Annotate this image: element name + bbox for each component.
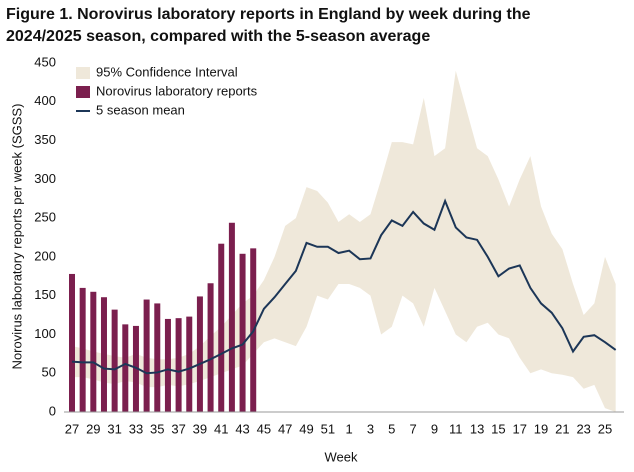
y-tick-label: 450 [34,54,56,69]
legend-swatch [76,86,90,98]
chart-title: Figure 1. Norovirus laboratory reports i… [6,6,531,45]
bar [196,296,203,412]
x-tick-label: 19 [534,421,548,436]
bar [79,287,86,412]
x-tick-label: 33 [129,421,143,436]
bar [90,291,97,412]
confidence-band [72,70,616,412]
x-tick-label: 17 [512,421,526,436]
legend-label: 95% Confidence Interval [96,64,238,79]
y-tick-label: 300 [34,171,56,186]
x-tick-label: 21 [555,421,569,436]
x-tick-label: 47 [278,421,292,436]
y-tick-label: 200 [34,248,56,263]
x-tick-label: 31 [107,421,121,436]
x-tick-label: 15 [491,421,505,436]
bar [218,243,225,412]
bar [207,283,214,412]
bar [69,273,75,412]
y-axis-title: Norovirus laboratory reports per week (S… [9,103,25,370]
bar [100,297,107,412]
x-tick-label: 45 [257,421,271,436]
bar [132,325,139,412]
legend-label: 5 season mean [96,102,185,117]
bar [164,318,171,412]
y-tick-label: 0 [49,403,56,418]
x-tick-label: 1 [346,421,353,436]
x-tick-label: 23 [576,421,590,436]
x-axis-title: Week [325,449,358,464]
bar [228,222,235,412]
y-tick-label: 100 [34,326,56,341]
x-tick-label: 7 [410,421,417,436]
x-tick-label: 43 [235,421,249,436]
y-tick-label: 50 [42,365,56,380]
x-tick-label: 39 [193,421,207,436]
y-tick-label: 250 [34,210,56,225]
x-tick-label: 25 [598,421,612,436]
mean-line [71,198,617,375]
y-tick-label: 150 [34,287,56,302]
bar [175,318,182,412]
x-tick-label: 41 [214,421,228,436]
bar [186,316,193,412]
x-tick-label: 37 [171,421,185,436]
x-tick-label: 51 [321,421,335,436]
bar [143,299,150,412]
legend-label: Norovirus laboratory reports [96,83,258,98]
x-tick-label: 35 [150,421,164,436]
legend-swatch [76,67,90,79]
y-tick-label: 350 [34,132,56,147]
x-tick-label: 5 [388,421,395,436]
x-tick-label: 13 [470,421,484,436]
x-tick-label: 27 [65,421,79,436]
y-tick-label: 400 [34,93,56,108]
x-tick-label: 29 [86,421,100,436]
bar [154,303,161,412]
bar [239,253,246,412]
x-tick-label: 11 [449,421,463,436]
x-tick-label: 3 [367,421,374,436]
bar [122,324,129,412]
bar [111,309,118,412]
x-tick-label: 9 [431,421,438,436]
x-tick-label: 49 [299,421,313,436]
